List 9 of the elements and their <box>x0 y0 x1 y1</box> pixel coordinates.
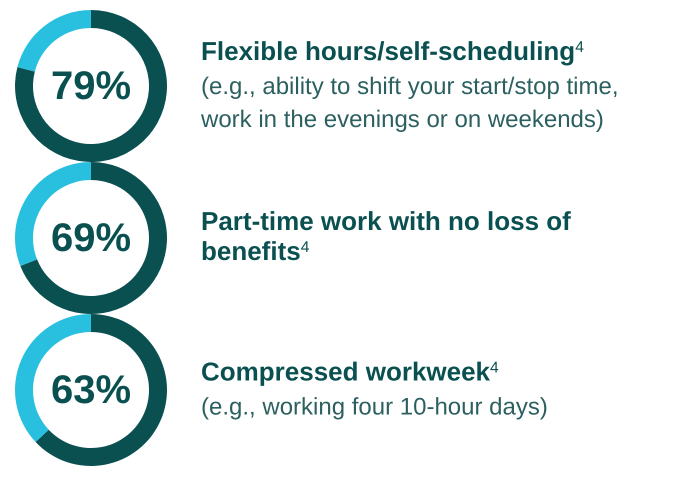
text: Flexible hours/self-scheduling$^{4}$ <box>201 36 584 66</box>
text: (e.g., ability to shift your start/stop time, work in the evenings or on weekends) <box>200 73 618 133</box>
text: Part-time work with no loss of benefits$^{4}$ <box>201 206 572 266</box>
text: (e.g., working four 10-hour days) <box>201 394 548 420</box>
text: 69% <box>50 216 132 260</box>
text: Compressed workweek$^{4}$ <box>201 356 500 386</box>
donut-slice <box>17 10 91 72</box>
text: 79% <box>50 64 132 108</box>
text: 63% <box>50 368 132 412</box>
